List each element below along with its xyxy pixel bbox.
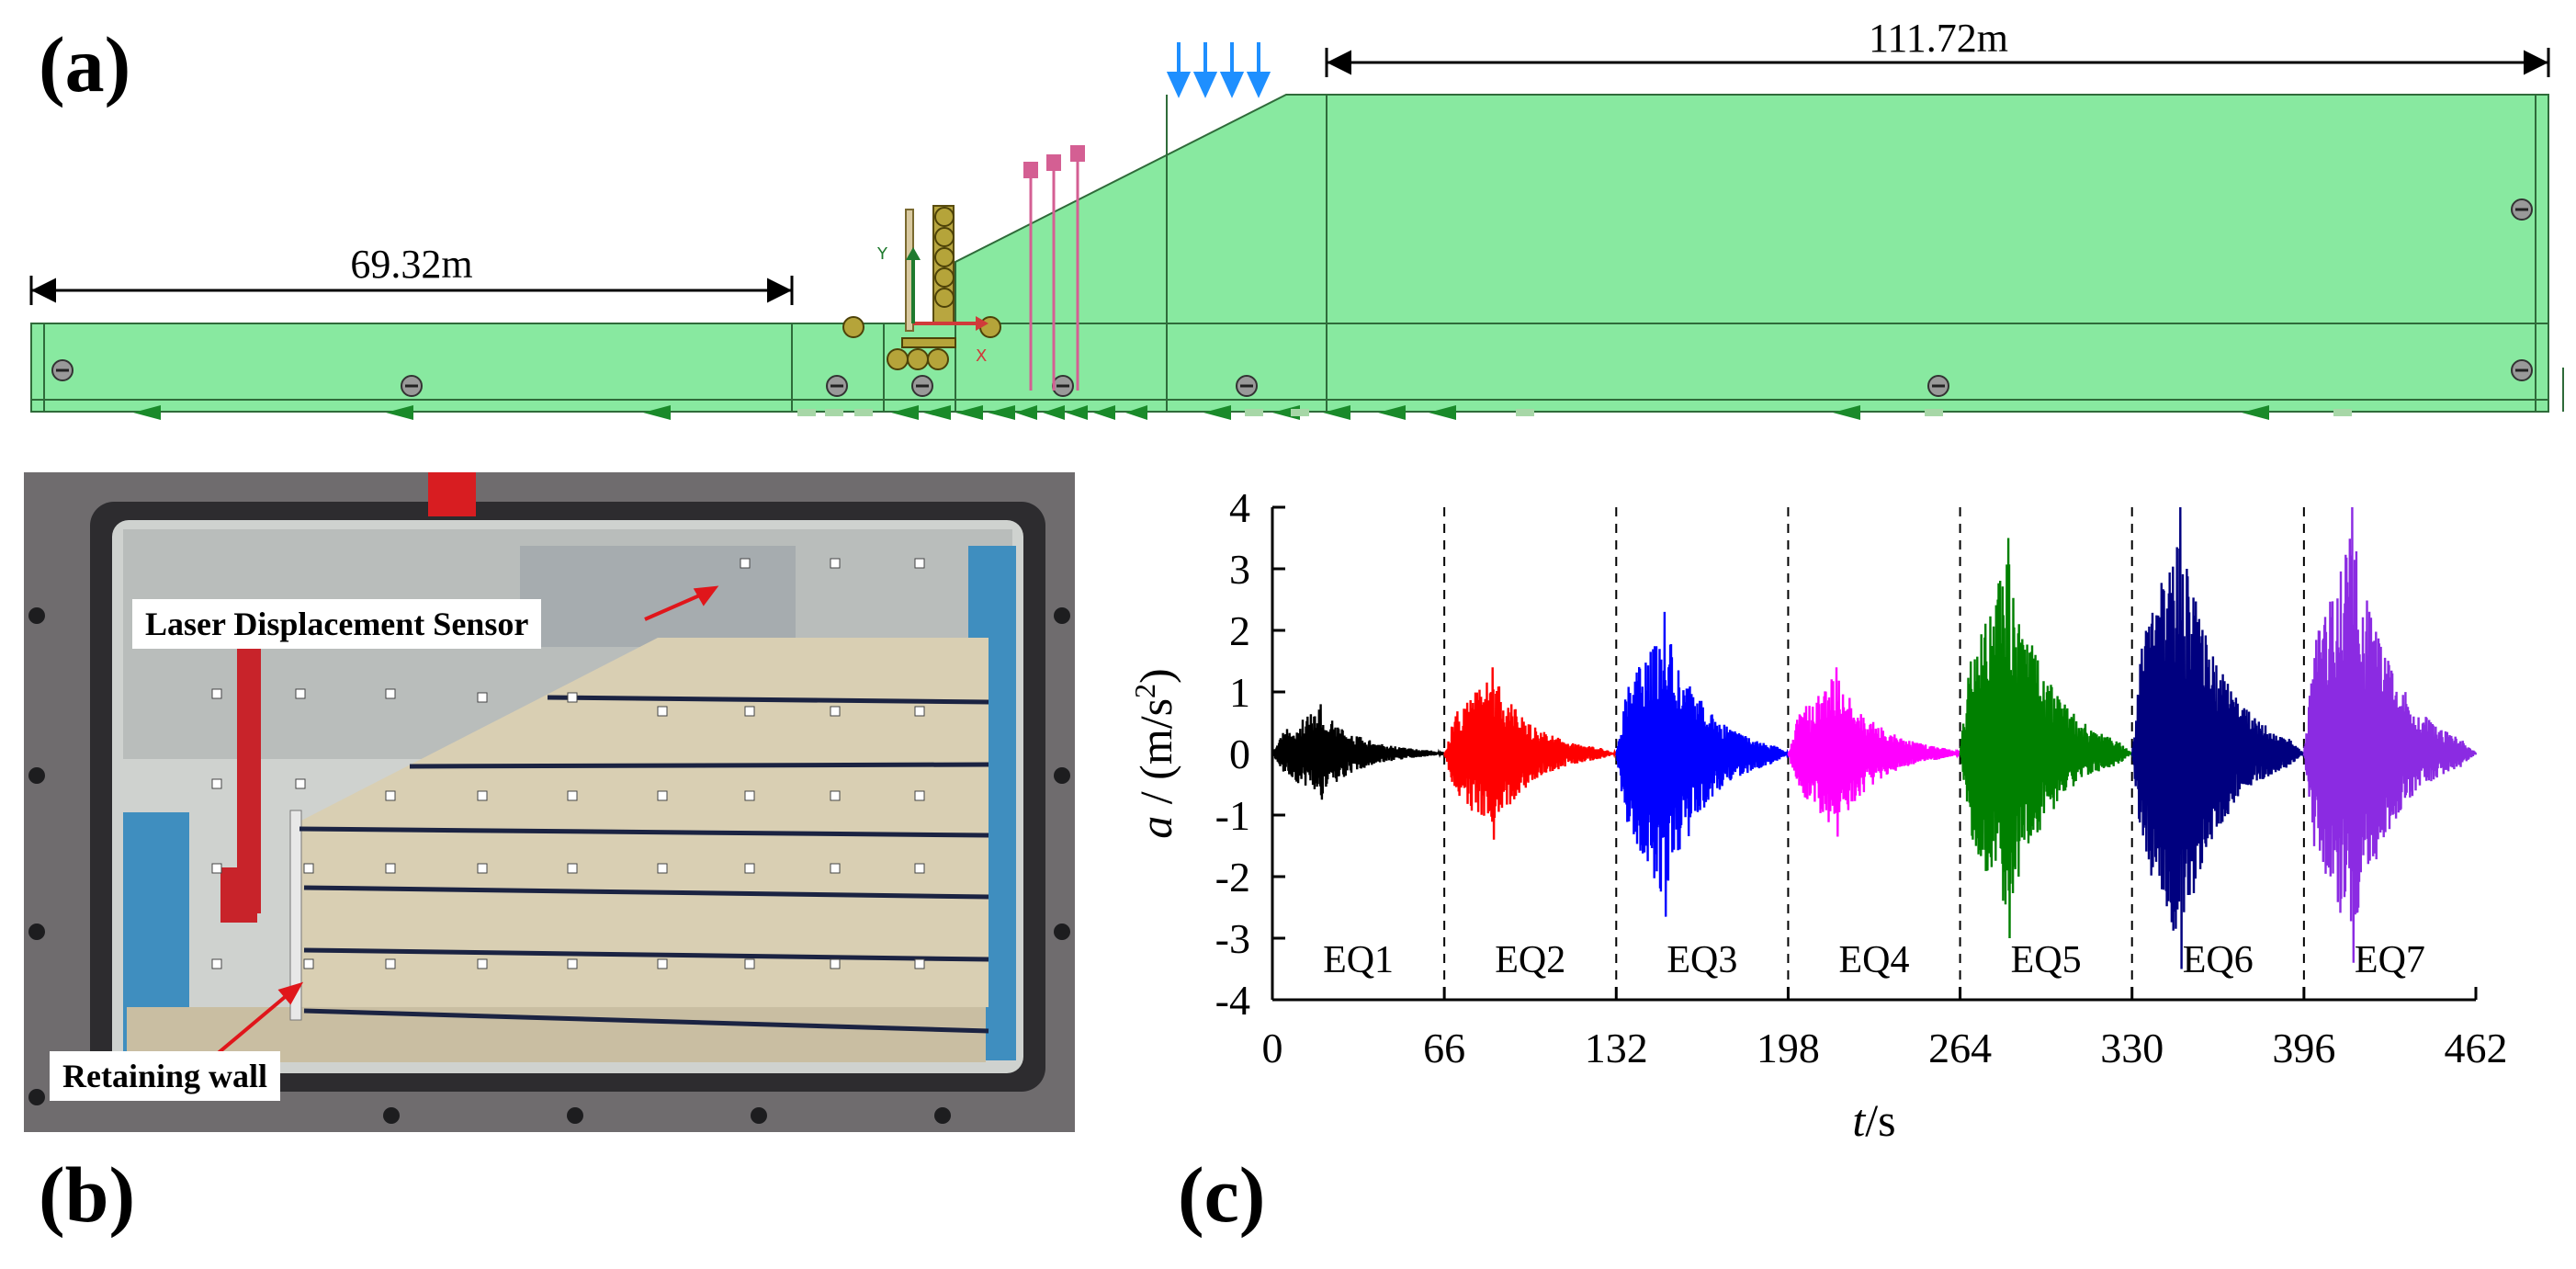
sand-backfill xyxy=(299,638,989,1007)
retaining-wall-model: Y X xyxy=(842,205,1001,370)
laser-displacement-sensor-label: Laser Displacement Sensor xyxy=(132,599,542,649)
numerical-model-diagram: Y X 69.32m 111.72m xyxy=(29,16,2564,420)
panel-b-label: (b) xyxy=(39,1150,136,1239)
axis-x-label: X xyxy=(976,346,987,366)
monitoring-piles xyxy=(1029,156,1079,391)
x-tick-label: 462 xyxy=(2445,1025,2508,1071)
model-test-photo: Laser Displacement Sensor Retaining wall xyxy=(24,472,1075,1132)
series-label-eq1: EQ1 xyxy=(1323,939,1394,981)
series-eq5-line xyxy=(1959,538,2133,939)
dimension-lines xyxy=(29,48,2550,305)
base-boundary-arrows xyxy=(133,405,2269,420)
y-axis-label: a / (m/s2) xyxy=(1128,668,1181,838)
y-tick-label: -2 xyxy=(1215,854,1250,901)
x-tick-label: 264 xyxy=(1928,1025,1992,1071)
y-tick-label: 4 xyxy=(1229,484,1250,531)
soil-body xyxy=(30,94,2549,413)
x-tick-label: 0 xyxy=(1262,1025,1283,1071)
axis-y-label: Y xyxy=(876,244,888,264)
series-label-eq5: EQ5 xyxy=(2011,939,2082,981)
series-label-eq7: EQ7 xyxy=(2355,939,2425,981)
base-boundary-dashes xyxy=(797,409,2352,416)
y-tick-label: -4 xyxy=(1215,977,1250,1024)
series-eq7-line xyxy=(2302,506,2478,963)
x-tick-label: 330 xyxy=(2100,1025,2164,1071)
series-eq1-line xyxy=(1271,704,1445,800)
series-label-eq6: EQ6 xyxy=(2183,939,2254,981)
y-tick-label: 3 xyxy=(1229,546,1250,593)
series-eq2-line xyxy=(1443,667,1618,840)
y-tick-label: 2 xyxy=(1229,607,1250,654)
series-label-eq2: EQ2 xyxy=(1495,939,1565,981)
x-tick-label: 66 xyxy=(1423,1025,1465,1071)
left-dimension-label: 69.32m xyxy=(350,242,472,287)
y-tick-label: -1 xyxy=(1215,792,1250,839)
y-tick-label: -3 xyxy=(1215,915,1250,962)
series-eq3-line xyxy=(1615,611,1790,917)
tracking-markers xyxy=(211,558,925,969)
acceleration-chart: -4 -3 -2 -1 0 1 2 3 4 0 66 132 198 264 330 396 462 EQ1 EQ2… xyxy=(1128,484,2508,1146)
series-eq4-line xyxy=(1787,667,1961,837)
y-tick-label: 1 xyxy=(1229,669,1250,716)
surcharge-load-arrows xyxy=(1166,42,1271,98)
series-eq6-line xyxy=(2130,506,2305,969)
y-tick-label: 0 xyxy=(1229,731,1250,777)
panel-c-label: (c) xyxy=(1178,1150,1266,1239)
x-tick-label: 198 xyxy=(1757,1025,1820,1071)
x-axis-label: t/s xyxy=(1852,1094,1895,1146)
panel-a-label: (a) xyxy=(39,20,131,108)
retaining-wall-label: Retaining wall xyxy=(50,1051,281,1101)
x-tick-label: 396 xyxy=(2272,1025,2335,1071)
series-label-eq3: EQ3 xyxy=(1666,939,1737,981)
x-tick-label: 132 xyxy=(1585,1025,1648,1071)
right-dimension-label: 111.72m xyxy=(1869,16,2008,61)
series-label-eq4: EQ4 xyxy=(1839,939,1910,981)
